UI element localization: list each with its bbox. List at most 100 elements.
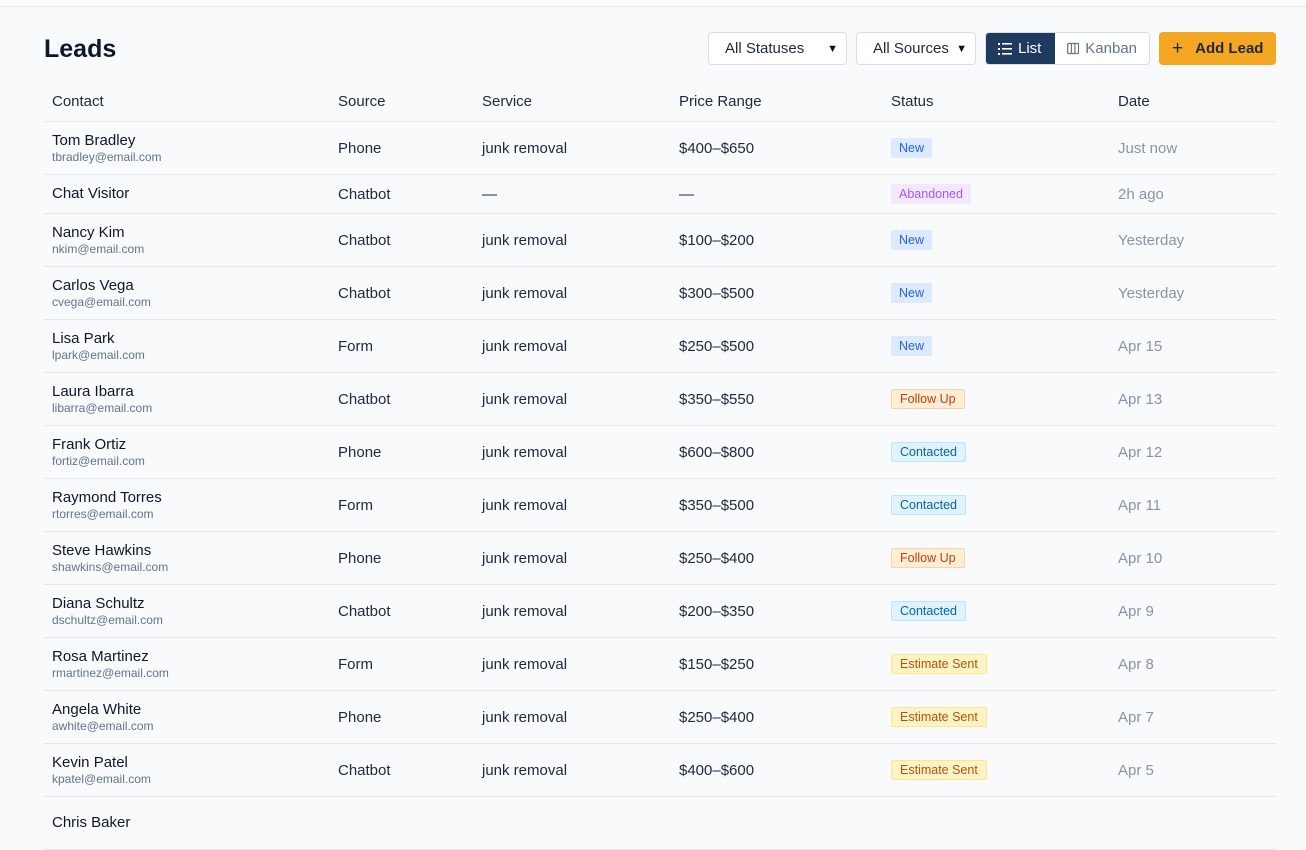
toolbar: All Statuses ▼ All Sources ▼ List <box>708 32 1276 65</box>
table-row[interactable]: Nancy Kim nkim@email.com Chatbot junk remov… <box>44 213 1276 267</box>
contact-email: fortiz@email.com <box>52 454 145 468</box>
contact-name[interactable]: Chat Visitor <box>52 185 130 202</box>
status-cell: Contacted <box>883 478 1110 532</box>
column-header-date[interactable]: Date <box>1110 82 1276 122</box>
source-cell: Form <box>330 319 474 373</box>
list-view-label: List <box>1018 40 1042 57</box>
contact-name[interactable]: Frank Ortiz <box>52 436 127 453</box>
price-range-cell: $400–$650 <box>671 121 883 175</box>
contact-name[interactable]: Tom Bradley <box>52 132 136 149</box>
table-row[interactable]: Tom Bradley tbradley@email.com Phone junk r… <box>44 121 1276 175</box>
view-toggle: List Kanban <box>985 32 1150 65</box>
contact-name[interactable]: Raymond Torres <box>52 489 162 506</box>
source-cell: Chatbot <box>330 213 474 267</box>
contact-name[interactable]: Chris Baker <box>52 814 131 831</box>
table-row[interactable]: Lisa Park lpark@email.com Form junk removal… <box>44 319 1276 373</box>
price-range-cell: $600–$800 <box>671 425 883 479</box>
contact-email: tbradley@email.com <box>52 150 162 164</box>
contact-name[interactable]: Lisa Park <box>52 330 115 347</box>
table-row[interactable]: Rosa Martinez rmartinez@email.com Form junk… <box>44 637 1276 691</box>
price-range-cell: $150–$250 <box>671 637 883 691</box>
contact-email: rtorres@email.com <box>52 507 154 521</box>
service-cell: junk removal <box>474 319 671 373</box>
date-cell: Apr 13 <box>1110 372 1276 426</box>
source-cell: Phone <box>330 531 474 585</box>
contact-cell: Rosa Martinez rmartinez@email.com <box>44 637 330 691</box>
table-row[interactable]: Kevin Patel kpatel@email.com Chatbot junk r… <box>44 743 1276 797</box>
status-badge: Contacted <box>891 601 966 621</box>
contact-cell: Nancy Kim nkim@email.com <box>44 213 330 267</box>
date-cell: Apr 10 <box>1110 531 1276 585</box>
contact-cell: Chat Visitor <box>44 174 330 214</box>
status-cell: New <box>883 319 1110 373</box>
service-cell <box>474 796 671 850</box>
contact-cell: Lisa Park lpark@email.com <box>44 319 330 373</box>
table-row[interactable]: Frank Ortiz fortiz@email.com Phone junk rem… <box>44 425 1276 479</box>
price-range-cell: $350–$550 <box>671 372 883 426</box>
contact-email: libarra@email.com <box>52 401 153 415</box>
price-range-cell: — <box>671 174 883 214</box>
table-row[interactable]: Diana Schultz dschultz@email.com Chatbot ju… <box>44 584 1276 638</box>
kanban-view-label: Kanban <box>1085 40 1137 57</box>
service-cell: junk removal <box>474 743 671 797</box>
column-header-service[interactable]: Service <box>474 82 671 122</box>
service-cell: junk removal <box>474 584 671 638</box>
contact-email: cvega@email.com <box>52 295 151 309</box>
contact-name[interactable]: Rosa Martinez <box>52 648 149 665</box>
table-header-row: Contact Source Service Price Range Statu… <box>44 82 1276 122</box>
status-badge: New <box>891 138 933 158</box>
price-range-cell: $250–$400 <box>671 531 883 585</box>
status-filter-select[interactable]: All Statuses ▼ <box>708 32 847 65</box>
date-cell: Apr 5 <box>1110 743 1276 797</box>
contact-name[interactable]: Diana Schultz <box>52 595 145 612</box>
column-header-price-range[interactable]: Price Range <box>671 82 883 122</box>
source-filter-value: All Sources <box>873 40 949 57</box>
list-view-button[interactable]: List <box>986 33 1055 64</box>
status-badge: New <box>891 336 933 356</box>
status-badge: Estimate Sent <box>891 707 987 727</box>
source-filter-select[interactable]: All Sources ▼ <box>856 32 976 65</box>
price-range-cell: $400–$600 <box>671 743 883 797</box>
table-row[interactable]: Laura Ibarra libarra@email.com Chatbot junk… <box>44 372 1276 426</box>
source-cell: Chatbot <box>330 174 474 214</box>
status-filter-value: All Statuses <box>725 40 805 57</box>
page-header: Leads All Statuses ▼ All Sources ▼ List <box>44 30 1276 66</box>
service-cell: junk removal <box>474 637 671 691</box>
table-row[interactable]: Chris Baker <box>44 796 1276 850</box>
plus-icon: + <box>1172 38 1184 59</box>
column-header-contact[interactable]: Contact <box>44 82 330 122</box>
table-row[interactable]: Steve Hawkins shawkins@email.com Phone junk… <box>44 531 1276 585</box>
contact-name[interactable]: Carlos Vega <box>52 277 134 294</box>
price-range-cell <box>671 796 883 850</box>
contact-name[interactable]: Kevin Patel <box>52 754 128 771</box>
date-cell: Yesterday <box>1110 213 1276 267</box>
service-cell: junk removal <box>474 372 671 426</box>
date-cell: Apr 12 <box>1110 425 1276 479</box>
contact-name[interactable]: Steve Hawkins <box>52 542 152 559</box>
contact-name[interactable]: Laura Ibarra <box>52 383 134 400</box>
add-lead-button[interactable]: + Add Lead <box>1159 32 1276 65</box>
table-row[interactable]: Carlos Vega cvega@email.com Chatbot junk re… <box>44 266 1276 320</box>
kanban-icon <box>1067 42 1080 55</box>
service-cell: junk removal <box>474 121 671 175</box>
kanban-view-button[interactable]: Kanban <box>1055 33 1149 64</box>
table-row[interactable]: Angela White awhite@email.com Phone junk re… <box>44 690 1276 744</box>
price-range-cell: $250–$500 <box>671 319 883 373</box>
column-header-source[interactable]: Source <box>330 82 474 122</box>
status-cell: Estimate Sent <box>883 690 1110 744</box>
contact-cell: Raymond Torres rtorres@email.com <box>44 478 330 532</box>
source-cell: Phone <box>330 690 474 744</box>
status-badge: Contacted <box>891 495 966 515</box>
table-row[interactable]: Chat Visitor Chatbot — — Abandoned 2h ago <box>44 174 1276 214</box>
contact-name[interactable]: Angela White <box>52 701 142 718</box>
table-body: Tom Bradley tbradley@email.com Phone junk r… <box>44 121 1276 850</box>
contact-name[interactable]: Nancy Kim <box>52 224 125 241</box>
table-row[interactable]: Raymond Torres rtorres@email.com Form junk … <box>44 478 1276 532</box>
source-cell: Chatbot <box>330 584 474 638</box>
date-cell: 2h ago <box>1110 174 1276 214</box>
status-cell: Estimate Sent <box>883 637 1110 691</box>
column-header-status[interactable]: Status <box>883 82 1110 122</box>
date-cell: Apr 11 <box>1110 478 1276 532</box>
status-badge: Estimate Sent <box>891 760 987 780</box>
status-badge: Follow Up <box>891 548 965 568</box>
